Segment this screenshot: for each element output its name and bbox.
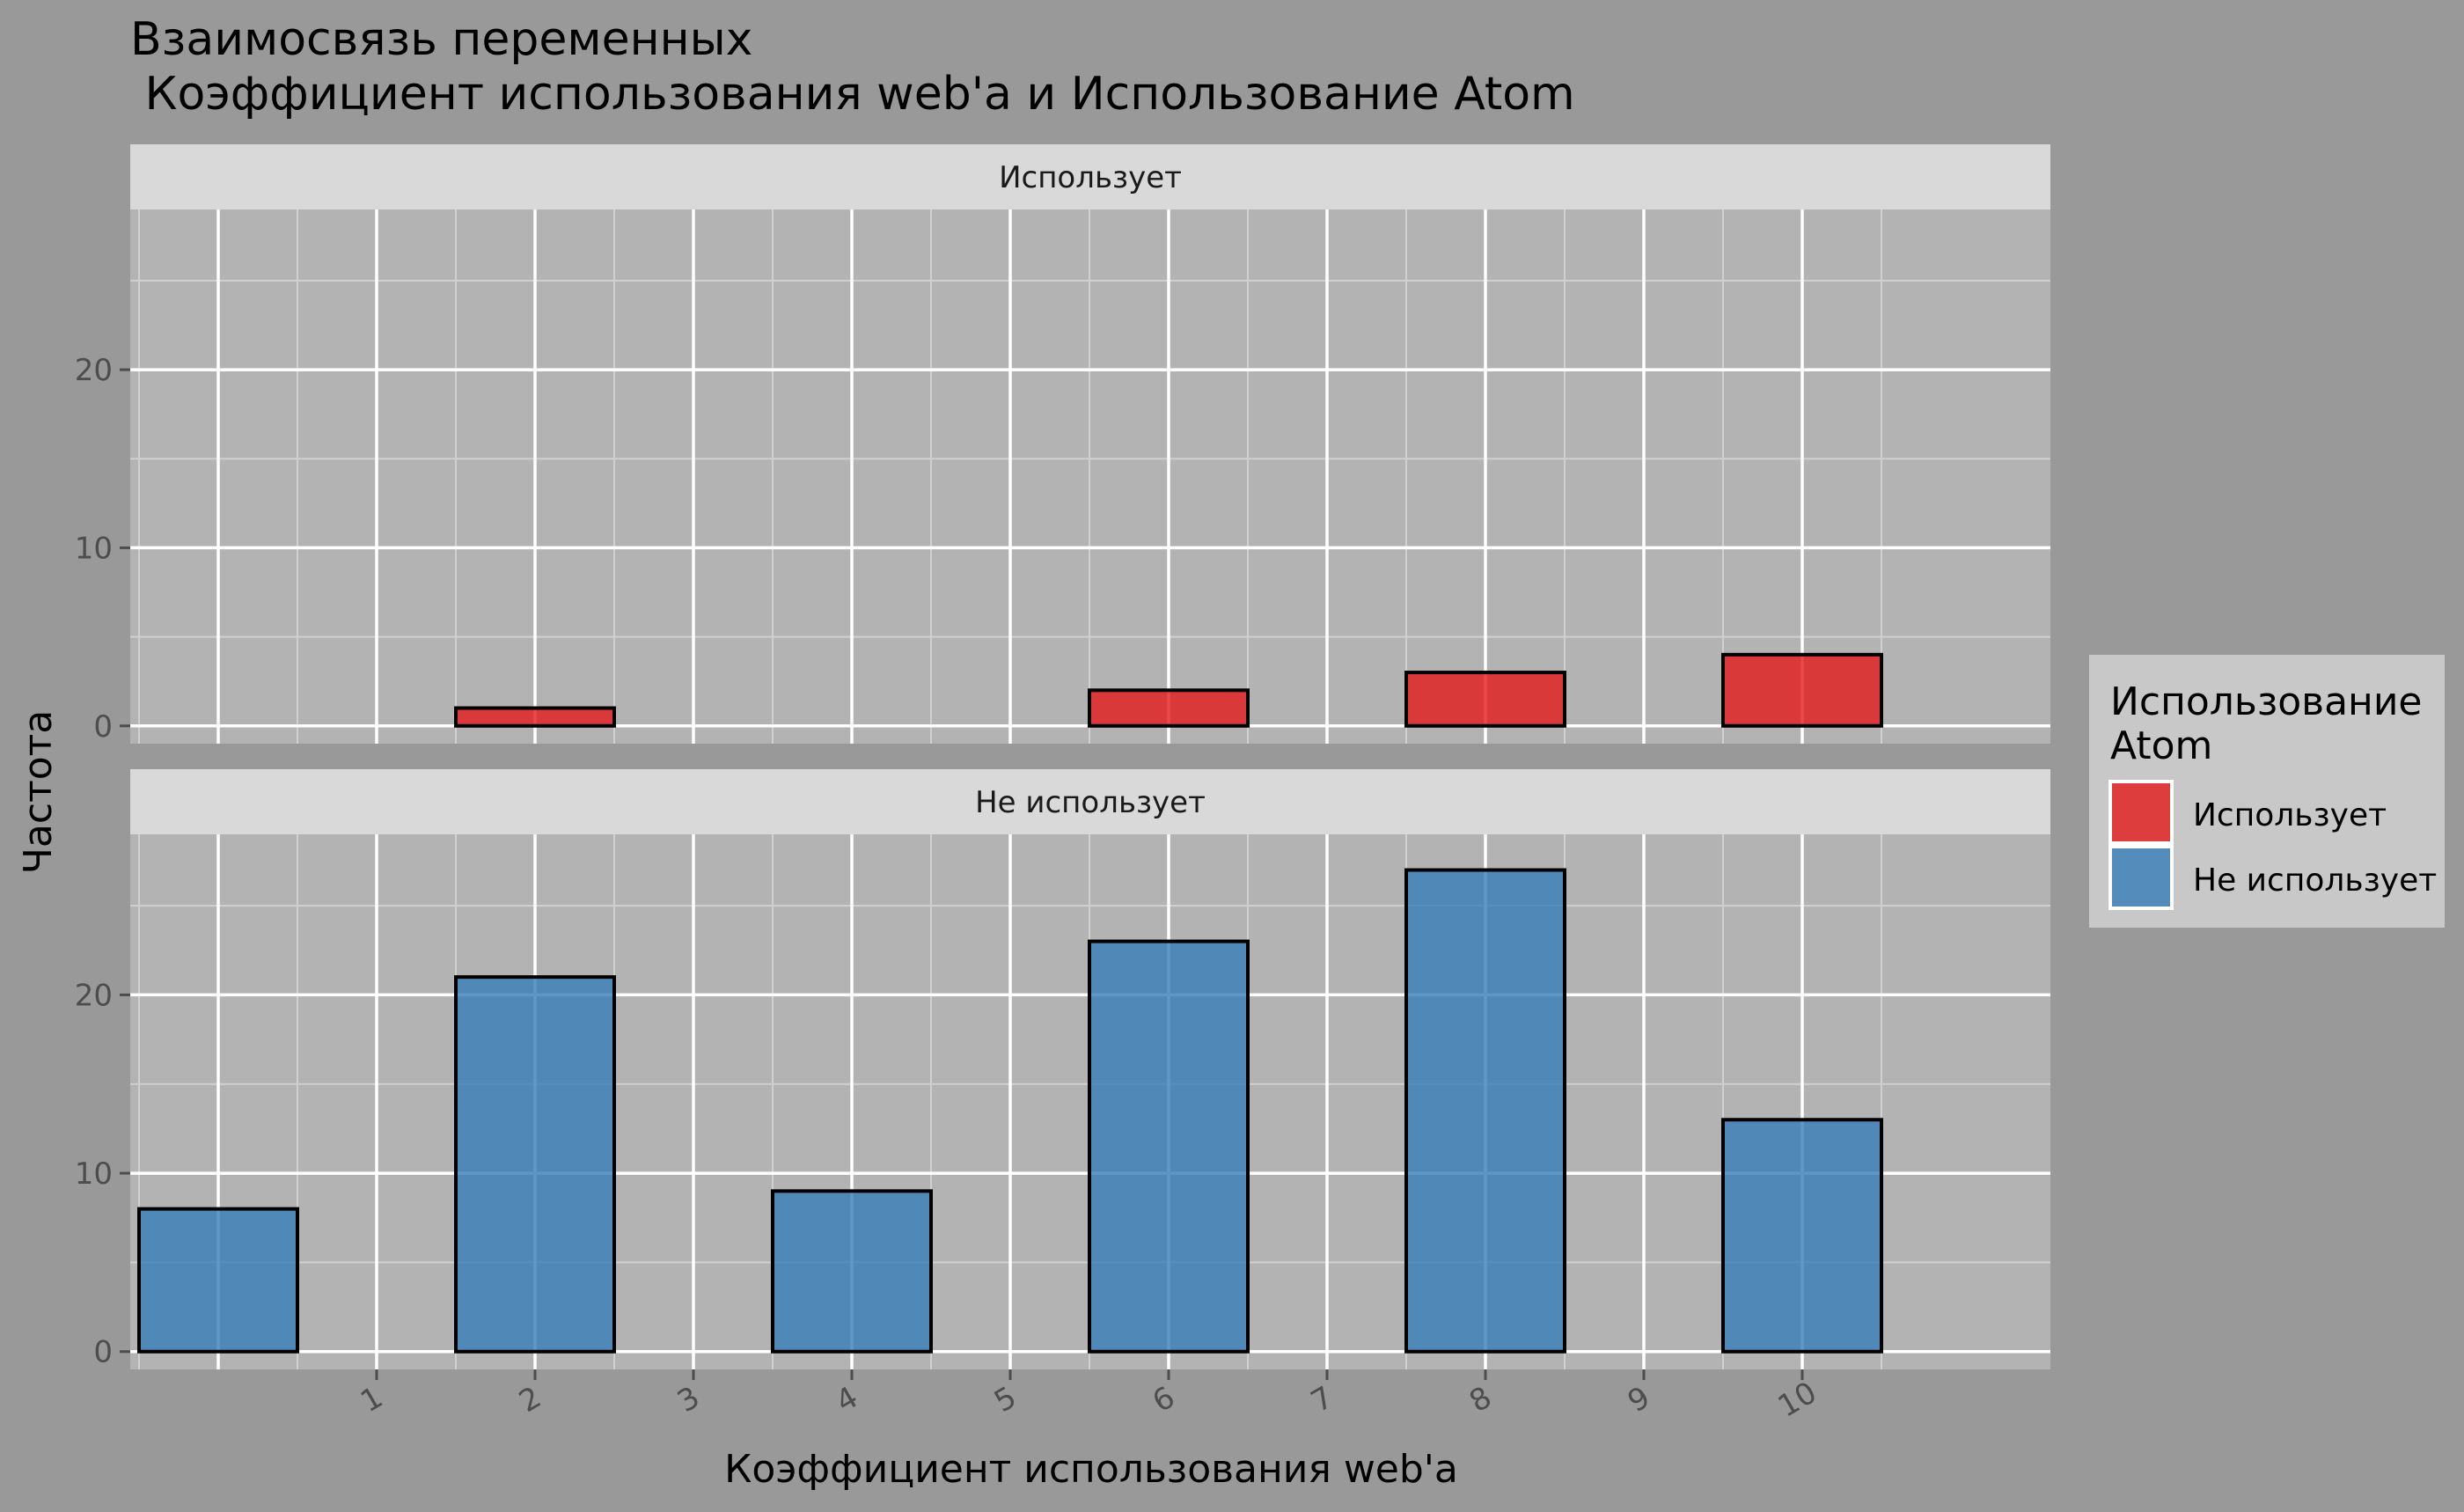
facet-strip xyxy=(130,769,2050,834)
x-tick-label: 9 xyxy=(1622,1380,1656,1420)
x-tick-label: 6 xyxy=(1147,1380,1181,1420)
facet-strip-label: Использует xyxy=(999,160,1182,195)
bar xyxy=(1721,652,1883,728)
x-tick-label: 7 xyxy=(1305,1380,1339,1420)
bar xyxy=(1088,939,1250,1354)
x-axis-title: Коэффициент использования web'a xyxy=(724,1447,1458,1492)
legend-title-line1: Использование xyxy=(2110,679,2423,724)
bar xyxy=(454,706,616,728)
chart-title-line2: Коэффициент использования web'a и Исполь… xyxy=(130,68,1575,121)
legend-label-not-uses: Не использует xyxy=(2193,862,2437,899)
bar xyxy=(1404,671,1566,728)
bar xyxy=(771,1189,933,1354)
chart-title: Взаимосвязь переменных Коэффициент испол… xyxy=(130,13,1575,121)
y-tick-label: 20 xyxy=(75,978,113,1013)
y-tick-label: 20 xyxy=(75,353,113,388)
bar xyxy=(1088,688,1250,728)
legend-title-line2: Atom xyxy=(2110,723,2212,768)
bar xyxy=(137,1207,299,1354)
legend-label-uses: Использует xyxy=(2193,797,2387,833)
facet-strip-label: Не использует xyxy=(975,785,1206,820)
facet-panel-not-uses: Не использует 0 10 20 xyxy=(75,769,2050,1370)
legend: Использование Atom Использует Не использ… xyxy=(2089,655,2445,928)
y-tick-label: 0 xyxy=(93,1335,113,1370)
chart-title-line1: Взаимосвязь переменных xyxy=(130,13,752,66)
x-tick-label: 3 xyxy=(671,1380,706,1420)
bar xyxy=(1404,868,1566,1354)
facet-panel-uses: Использует 0 10 20 xyxy=(75,144,2050,745)
y-tick-label: 10 xyxy=(75,531,113,566)
y-axis-title: Частота xyxy=(16,710,61,874)
x-tick-label: 8 xyxy=(1463,1380,1498,1420)
y-tick-label: 10 xyxy=(75,1156,113,1192)
y-tick-label: 0 xyxy=(93,709,113,745)
legend-key-uses xyxy=(2108,780,2174,845)
bar xyxy=(1721,1118,1883,1354)
x-tick-label: 5 xyxy=(988,1380,1023,1420)
x-tick-label: 1 xyxy=(355,1380,389,1420)
x-axis: 1 2 3 4 5 6 7 8 9 10 xyxy=(355,1369,1822,1425)
legend-key-not-uses xyxy=(2108,845,2174,910)
x-tick-label: 4 xyxy=(830,1380,864,1420)
bar xyxy=(454,975,616,1354)
facet-strip xyxy=(130,144,2050,209)
x-tick-label: 2 xyxy=(513,1380,547,1420)
x-tick-label: 10 xyxy=(1772,1375,1822,1424)
